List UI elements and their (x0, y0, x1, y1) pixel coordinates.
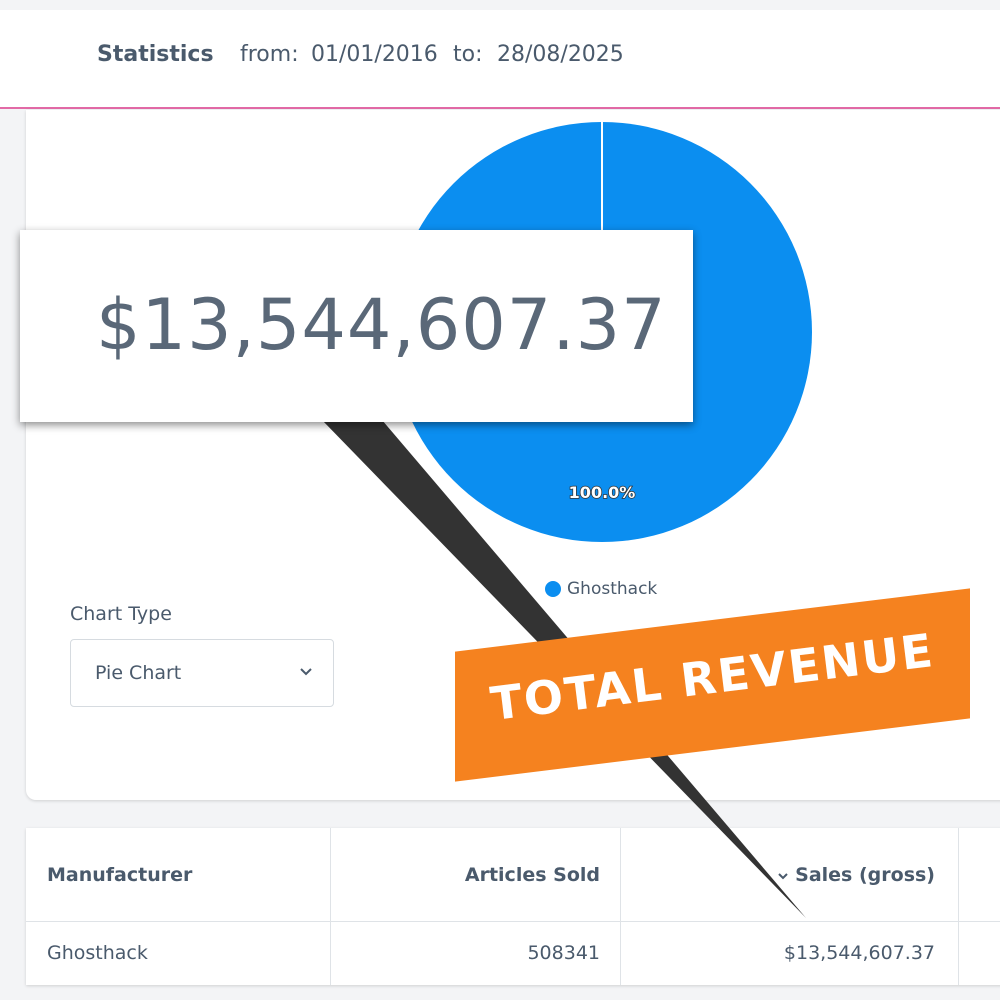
from-date[interactable]: 01/01/2016 (311, 42, 438, 67)
divider (958, 828, 959, 985)
slice-label: 100.0% (569, 483, 636, 502)
cell: 508341 (527, 942, 600, 964)
sort-icon (778, 873, 788, 880)
column-header[interactable]: Sales (gross) (620, 864, 935, 886)
divider (330, 828, 331, 985)
legend-marker (545, 581, 561, 597)
chevron (300, 668, 312, 676)
callout: $13,544,607.37 (20, 230, 693, 422)
chart-type-label: Chart Type (70, 603, 172, 625)
column-title: Sales (gross) (795, 864, 935, 886)
divider (26, 921, 1000, 922)
total-amount: $13,544,607.37 (96, 284, 667, 366)
legend-label: Ghosthack (567, 579, 657, 599)
divider (620, 828, 621, 985)
chart-type-select[interactable]: Pie Chart (70, 639, 334, 707)
column-header[interactable]: Articles Sold (464, 864, 600, 886)
to-date[interactable]: 28/08/2025 (497, 42, 624, 67)
from-label: from: (240, 42, 299, 67)
to-label: to: (453, 42, 483, 67)
title: Statistics (97, 42, 214, 67)
cell: Ghosthack (47, 942, 148, 964)
table: Manufacturer Articles Sold Sales (gross)… (26, 828, 1000, 985)
column-header[interactable]: Manufacturer (47, 864, 193, 886)
header: Statistics from: 01/01/2016 to: 28/08/20… (0, 10, 1000, 109)
cell: $13,544,607.37 (783, 942, 935, 964)
chart-type-value: Pie Chart (95, 662, 182, 684)
